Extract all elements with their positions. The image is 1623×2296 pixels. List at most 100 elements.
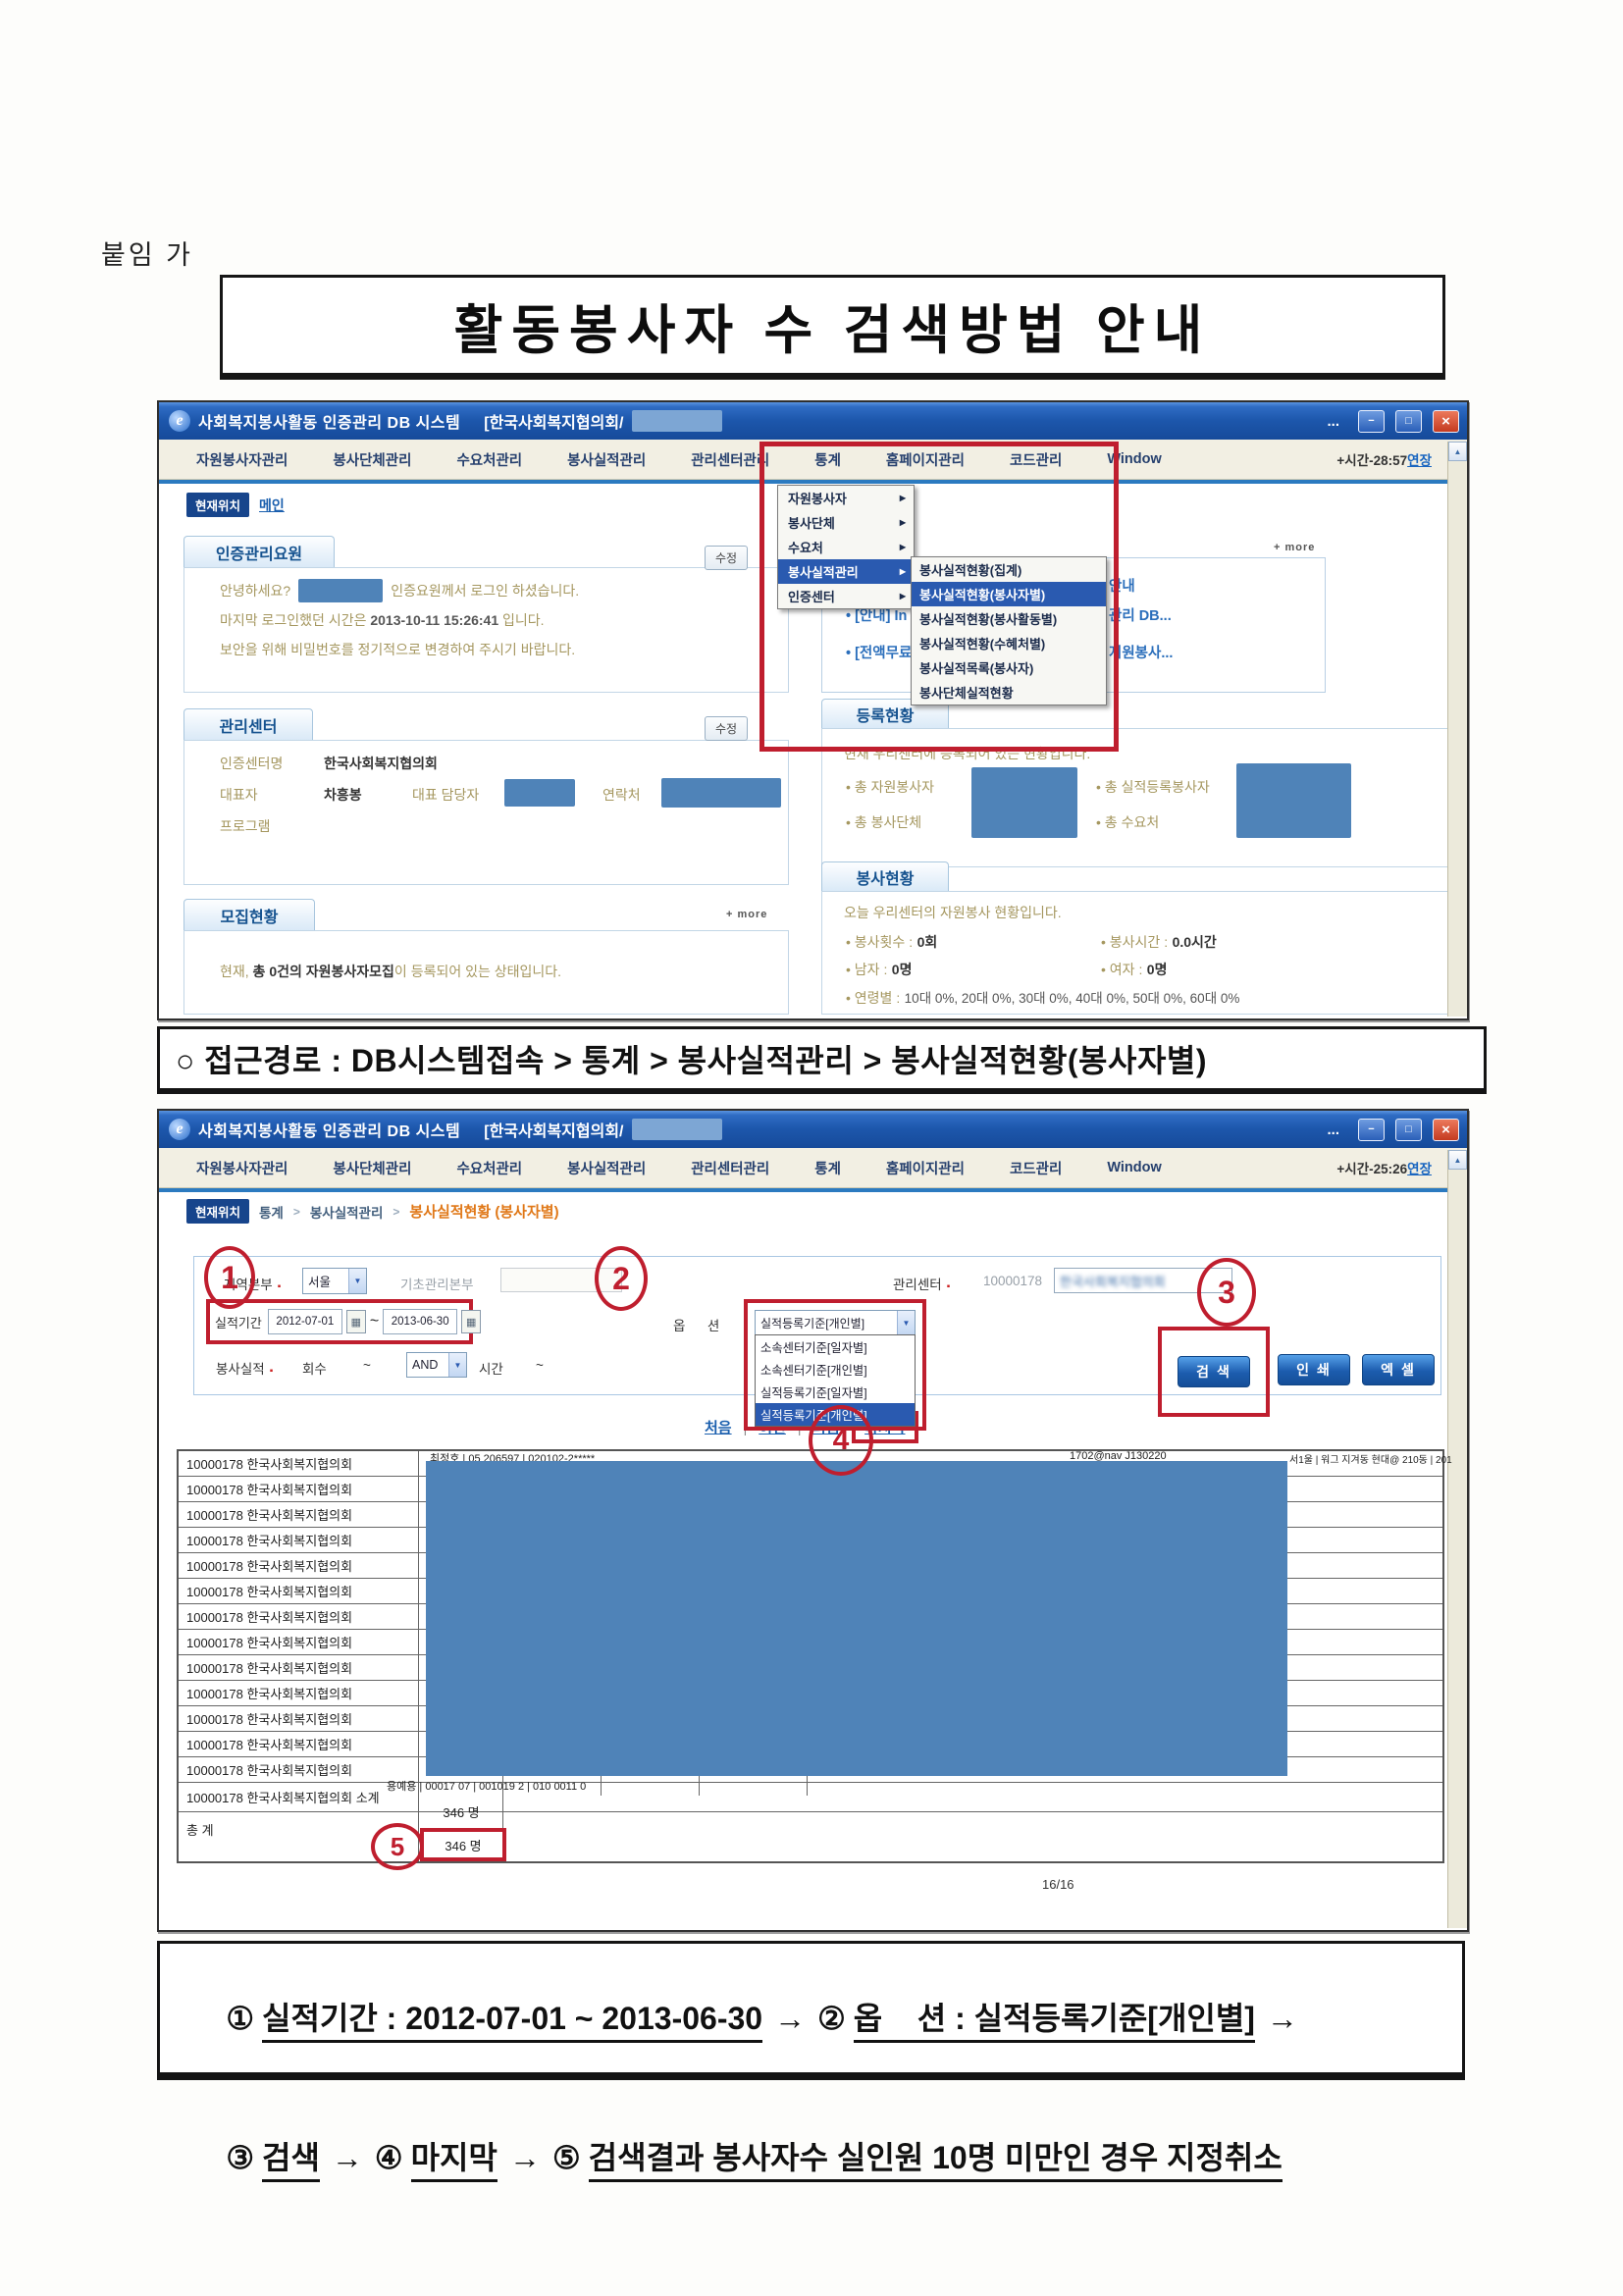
submenu-item-by-beneficiary[interactable]: 봉사실적현황(수혜처별) [919, 637, 1046, 652]
section-panel-volunteer-status [821, 891, 1451, 1015]
vol-age-values: 10대 0%, 20대 0%, 30대 0%, 40대 0%, 50대 0%, … [904, 991, 1240, 1006]
option-item-record-by-date[interactable]: 실적등록기준[일자별] [760, 1385, 867, 1400]
option-item-center-by-date[interactable]: 소속센터기준[일자별] [760, 1340, 867, 1355]
edit-button-agent[interactable]: 수정 [705, 546, 749, 570]
search-button[interactable]: 검 색 [1178, 1356, 1250, 1387]
breadcrumb-record-mgmt[interactable]: 봉사실적관리 [309, 1205, 384, 1221]
submenu-item-by-activity[interactable]: 봉사실적현황(봉사활동별) [919, 612, 1058, 627]
dropdown-item-record-mgmt[interactable]: 봉사실적관리 ▶ [778, 559, 914, 584]
menu-item-center-mgmt[interactable]: 관리센터관리 [691, 1161, 770, 1177]
submenu-item-group-status[interactable]: 봉사단체실적현황 [919, 686, 1014, 701]
redacted-mgr-name [504, 779, 575, 807]
annotation-circle-4: 4 [809, 1405, 873, 1476]
section-panel-agent [183, 567, 789, 693]
recruit-status-line: 현재, 총 0건의 자원봉사자모집이 등록되어 있는 상태입니다. [220, 964, 562, 979]
submenu-item-record-list[interactable]: 봉사실적목록(봉사자) [919, 661, 1034, 676]
pagination-first[interactable]: 처음 [705, 1420, 732, 1436]
more-link-recruit[interactable]: + more [726, 909, 768, 920]
submenu-item-aggregate[interactable]: 봉사실적현황(집계) [919, 563, 1022, 578]
close-button[interactable]: × [1433, 409, 1459, 433]
menu-item-volunteer-mgmt[interactable]: 자원봉사자관리 [196, 452, 288, 469]
menu-item-code-mgmt[interactable]: 코드관리 [1009, 452, 1063, 469]
step-3-text: 검색 [262, 2140, 320, 2182]
menu-item-homepage-mgmt[interactable]: 홈페이지관리 [885, 1161, 965, 1177]
vol-count-value: 0회 [916, 934, 938, 950]
menu-item-demand-mgmt[interactable]: 수요처관리 [456, 1161, 523, 1177]
scrollbar[interactable]: ▲ [1447, 442, 1467, 1017]
breadcrumb-stats[interactable]: 통계 [259, 1205, 284, 1221]
extend-session-link[interactable]: 연장 [1407, 453, 1432, 468]
rep-value: 차흥봉 [324, 787, 362, 803]
menu-item-window[interactable]: Window [1107, 1160, 1162, 1175]
volunteer-status-intro: 오늘 우리센터의 자원봉사 현황입니다. [844, 905, 1062, 920]
menu-item-center-mgmt[interactable]: 관리센터관리 [691, 452, 770, 469]
scrollbar[interactable]: ▲ [1447, 1150, 1467, 1928]
titlebar: e 사회복지봉사활동 인증관리 DB 시스템 [한국사회복지협의회/ ... −… [159, 402, 1467, 440]
submenu-item-by-volunteer[interactable]: 봉사실적현황(봉사자별) [912, 582, 1106, 606]
reg-total-groups-label: 총 봉사단체 [846, 812, 921, 832]
calendar-icon[interactable]: ▦ [345, 1310, 366, 1333]
notice-fragment-3[interactable]: 관리 DB... [1109, 608, 1172, 624]
menu-item-statistics[interactable]: 통계 [814, 452, 841, 469]
reg-total-demand-label: 총 수요처 [1096, 812, 1159, 832]
period-to-input[interactable]: 2013-06-30 [383, 1309, 458, 1334]
perf-label: 봉사실적 ▪ [216, 1362, 274, 1377]
option-item-center-by-person[interactable]: 소속센터기준[개인별] [760, 1363, 867, 1378]
page-indicator: 16/16 [1042, 1877, 1074, 1892]
redacted-reg-count-left [971, 767, 1077, 838]
vol-male-label: 남자 : [846, 962, 887, 977]
extend-session-link[interactable]: 연장 [1407, 1162, 1432, 1176]
more-link-notice[interactable]: + more [1274, 542, 1316, 553]
redacted-org-name [631, 410, 722, 432]
dropdown-item-volunteer[interactable]: 자원봉사자 ▶ [788, 492, 906, 506]
dropdown-item-group[interactable]: 봉사단체 ▶ [788, 516, 906, 531]
contact-label: 연락처 [602, 787, 641, 803]
menu-item-group-mgmt[interactable]: 봉사단체관리 [333, 452, 412, 469]
table-fragment: 1702@nav J130220 [1070, 1450, 1167, 1462]
option-select[interactable]: 실적등록기준[개인별] ▼ [755, 1310, 916, 1336]
required-marker-icon: ▪ [269, 1366, 274, 1377]
menu-item-record-mgmt[interactable]: 봉사실적관리 [567, 1161, 647, 1177]
maximize-button[interactable]: □ [1395, 409, 1422, 433]
notice-fragment-5[interactable]: 지원봉사... [1109, 646, 1174, 661]
menu-item-code-mgmt[interactable]: 코드관리 [1009, 1161, 1063, 1177]
breadcrumb-badge: 현재위치 [186, 1199, 250, 1224]
print-button[interactable]: 인 쇄 [1278, 1354, 1350, 1385]
mgmt-center-label: 관리센터 ▪ [893, 1278, 951, 1292]
excel-button[interactable]: 엑 셀 [1362, 1354, 1435, 1385]
scroll-up-icon[interactable]: ▲ [1448, 442, 1467, 461]
period-from-input[interactable]: 2012-07-01 [267, 1309, 342, 1334]
scroll-up-icon[interactable]: ▲ [1448, 1150, 1467, 1170]
calendar-icon[interactable]: ▦ [461, 1310, 482, 1333]
and-or-select[interactable]: AND ▼ [406, 1352, 467, 1378]
last-login-time: 2013-10-11 15:26:41 [370, 612, 499, 628]
region-select[interactable]: 서울 ▼ [302, 1268, 367, 1294]
menu-item-demand-mgmt[interactable]: 수요처관리 [456, 452, 523, 469]
menu-item-group-mgmt[interactable]: 봉사단체관리 [333, 1161, 412, 1177]
menu-item-record-mgmt[interactable]: 봉사실적관리 [567, 452, 647, 469]
dropdown-item-demand[interactable]: 수요처 ▶ [788, 541, 906, 555]
menu-item-statistics[interactable]: 통계 [814, 1161, 841, 1177]
minimize-button[interactable]: − [1358, 409, 1385, 433]
breadcrumb-main-link[interactable]: 메인 [259, 496, 285, 513]
minimize-button[interactable]: − [1358, 1118, 1385, 1141]
submenu-arrow-icon: ▶ [899, 567, 906, 576]
total-count: 346 명 [445, 1838, 482, 1853]
select-arrow-icon: ▼ [448, 1353, 466, 1377]
menu-item-homepage-mgmt[interactable]: 홈페이지관리 [885, 452, 965, 469]
section-tab-volunteer-status: 봉사현황 [821, 861, 949, 892]
menu-item-window[interactable]: Window [1107, 451, 1162, 467]
edit-button-center[interactable]: 수정 [705, 716, 749, 741]
notice-fragment-4[interactable]: • [전액무료 [846, 646, 913, 661]
steps-line-1: ① 실적기간 : 2012-07-01 ~ 2013-06-30 → ② 옵 션 : 실… [174, 1957, 1462, 2075]
notice-fragment-2[interactable]: • [안내] In [846, 608, 908, 624]
annotation-circle-5: 5 [371, 1823, 424, 1870]
close-button[interactable]: × [1433, 1118, 1459, 1141]
select-arrow-icon: ▼ [897, 1311, 915, 1335]
menu-item-volunteer-mgmt[interactable]: 자원봉사자관리 [196, 1161, 288, 1177]
redacted-table-data [426, 1461, 1287, 1776]
maximize-button[interactable]: □ [1395, 1118, 1422, 1141]
table-row: 10000178 한국사회복지협의회 [179, 1757, 1442, 1783]
select-arrow-icon: ▼ [348, 1269, 366, 1293]
dropdown-item-cert-center[interactable]: 인증센터 ▶ [788, 590, 906, 604]
